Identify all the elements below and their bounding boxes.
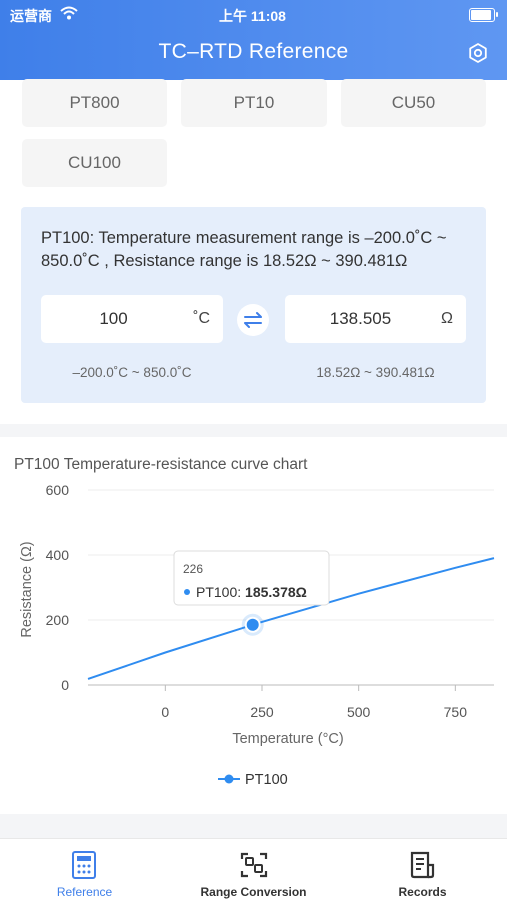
x-tick-label: 250 <box>250 704 274 720</box>
calculator-icon <box>72 851 96 879</box>
y-axis-title: Resistance (Ω) <box>19 541 35 637</box>
converter-panel: PT100: Temperature measurement range is … <box>21 207 486 403</box>
tooltip-x: 226 <box>183 562 203 576</box>
curve-chart[interactable]: 0 200 400 600 0 250 500 750 Temperature (°C) Resi… <box>0 437 507 814</box>
battery-icon <box>469 8 498 22</box>
y-tick-label: 0 <box>61 677 69 693</box>
range-description: PT100: Temperature measurement range is … <box>41 229 447 270</box>
tooltip-series: PT100: 185.378Ω <box>196 584 307 600</box>
resistance-range: 18.52Ω ~ 390.481Ω <box>316 365 435 380</box>
status-time: 上午 11:08 <box>219 8 286 24</box>
temperature-range: –200.0˚C ~ 850.0˚C <box>72 365 192 380</box>
gear-icon[interactable] <box>467 42 489 64</box>
tooltip-box <box>173 550 330 606</box>
sensor-chip[interactable]: CU100 <box>22 139 167 187</box>
carrier-label: 运营商 <box>10 8 52 24</box>
x-tick-label: 0 <box>161 704 169 720</box>
swap-button[interactable] <box>237 304 269 336</box>
resistance-field[interactable]: 138.505 Ω <box>285 295 466 343</box>
chart-title: PT100 Temperature-resistance curve chart <box>14 456 308 473</box>
tab-label: Records <box>398 885 447 899</box>
swap-arrows-icon <box>244 312 262 328</box>
page-title: TC–RTD Reference <box>158 40 349 63</box>
reference-card: PT800 PT10 CU50 CU100 PT100: Temperature… <box>0 79 507 424</box>
resistance-value[interactable]: 138.505 <box>329 309 392 328</box>
x-tick-label: 500 <box>347 704 371 720</box>
document-list-icon <box>410 851 435 879</box>
status-bar: 运营商 上午 11:08 <box>10 6 498 24</box>
temperature-unit: ˚C <box>193 310 210 327</box>
y-tick-label: 600 <box>46 482 70 498</box>
tooltip-marker <box>184 589 190 595</box>
x-tick-label: 750 <box>444 704 468 720</box>
sensor-chip[interactable]: CU50 <box>341 79 486 127</box>
scan-convert-icon <box>240 852 268 878</box>
temperature-value[interactable]: 100 <box>99 309 128 328</box>
tooltip-value: 185.378Ω <box>245 584 307 600</box>
tab-reference[interactable]: Reference <box>0 839 169 901</box>
sensor-chip[interactable]: PT800 <box>22 79 167 127</box>
y-tick-label: 400 <box>46 547 70 563</box>
legend-label: PT100 <box>245 772 288 788</box>
tab-range-conversion[interactable]: Range Conversion <box>169 839 338 901</box>
bottom-navigation: Reference Range Conversion Records <box>0 838 507 901</box>
chart-card: PT100 Temperature-resistance curve chart… <box>0 437 507 814</box>
highlight-point <box>244 616 261 633</box>
series-line <box>87 557 495 680</box>
x-axis-title: Temperature (°C) <box>232 731 343 747</box>
legend-marker <box>224 774 234 784</box>
resistance-unit: Ω <box>441 310 453 327</box>
sensor-chip[interactable]: PT10 <box>181 79 327 127</box>
tab-label: Reference <box>56 885 113 899</box>
wifi-icon <box>60 6 78 20</box>
tab-label: Range Conversion <box>200 885 307 899</box>
app-header: 运营商 上午 11:08 TC–RTD Reference <box>0 0 507 80</box>
y-tick-label: 200 <box>46 612 70 628</box>
temperature-field[interactable]: 100 ˚C <box>41 295 223 343</box>
tab-records[interactable]: Records <box>338 839 507 901</box>
